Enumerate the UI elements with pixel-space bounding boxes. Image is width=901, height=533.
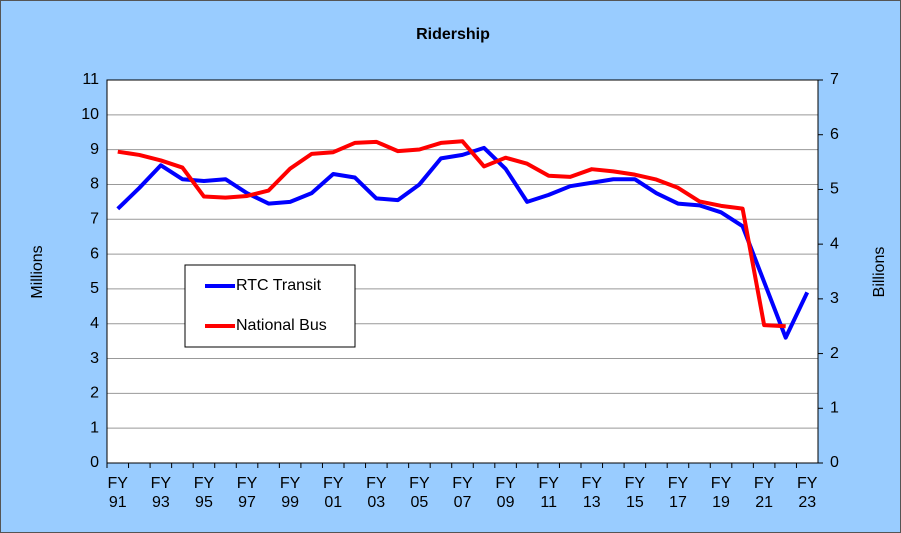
y2-axis-label: Billions — [871, 247, 888, 298]
y-tick-label: 5 — [90, 280, 99, 297]
x-tick-label: FY 15 — [624, 475, 646, 511]
x-tick-label: FY 03 — [366, 475, 387, 511]
y-tick-label: 11 — [82, 71, 99, 88]
y-tick-label: 1 — [90, 419, 99, 436]
x-tick-label: FY 05 — [409, 475, 430, 511]
plot-border — [106, 79, 819, 464]
x-tick-label: FY 21 — [753, 475, 775, 511]
y2-tick-label: 2 — [830, 345, 839, 362]
x-tick-label: FY 19 — [710, 475, 732, 511]
legend-box — [184, 264, 356, 348]
y2-tick-label: 7 — [830, 71, 839, 88]
y-tick-label: 3 — [90, 350, 99, 367]
series-line — [117, 139, 786, 329]
x-tick-label: FY 23 — [796, 475, 818, 511]
y-tick-label: 8 — [90, 176, 99, 193]
x-tick-label: FY 97 — [236, 475, 258, 511]
series-line — [116, 145, 810, 340]
x-tick-label: FY 07 — [452, 475, 473, 511]
y2-tick-label: 0 — [830, 454, 839, 471]
x-tick-label: FY 09 — [495, 475, 516, 511]
y-tick-label: 10 — [81, 106, 99, 123]
y-tick-label: 2 — [90, 385, 99, 402]
y-tick-label: 4 — [90, 315, 99, 332]
y2-tick-label: 3 — [830, 290, 839, 307]
x-tick-label: FY 01 — [322, 475, 344, 511]
y2-tick-label: 6 — [830, 126, 839, 143]
y-axis-label: Millions — [29, 245, 46, 298]
x-tick-label: FY 93 — [150, 475, 172, 511]
legend-label: RTC Transit — [236, 277, 322, 294]
x-tick-label: FY 11 — [538, 475, 559, 511]
x-tick-label: FY 99 — [279, 475, 301, 511]
x-tick-label: FY 91 — [107, 475, 128, 511]
legend-label: National Bus — [236, 317, 327, 334]
y2-tick-label: 1 — [830, 400, 839, 417]
y2-tick-label: 5 — [830, 181, 839, 198]
y2-tick-label: 4 — [830, 235, 839, 252]
y-tick-label: 6 — [90, 245, 99, 262]
y-tick-label: 0 — [90, 454, 99, 471]
x-tick-label: FY 95 — [193, 475, 215, 511]
x-tick-label: FY 13 — [581, 475, 602, 511]
y-tick-label: 7 — [90, 210, 99, 227]
x-tick-label: FY 17 — [667, 475, 689, 511]
y-tick-label: 9 — [90, 141, 99, 158]
chart-title: Ridership — [416, 26, 490, 43]
